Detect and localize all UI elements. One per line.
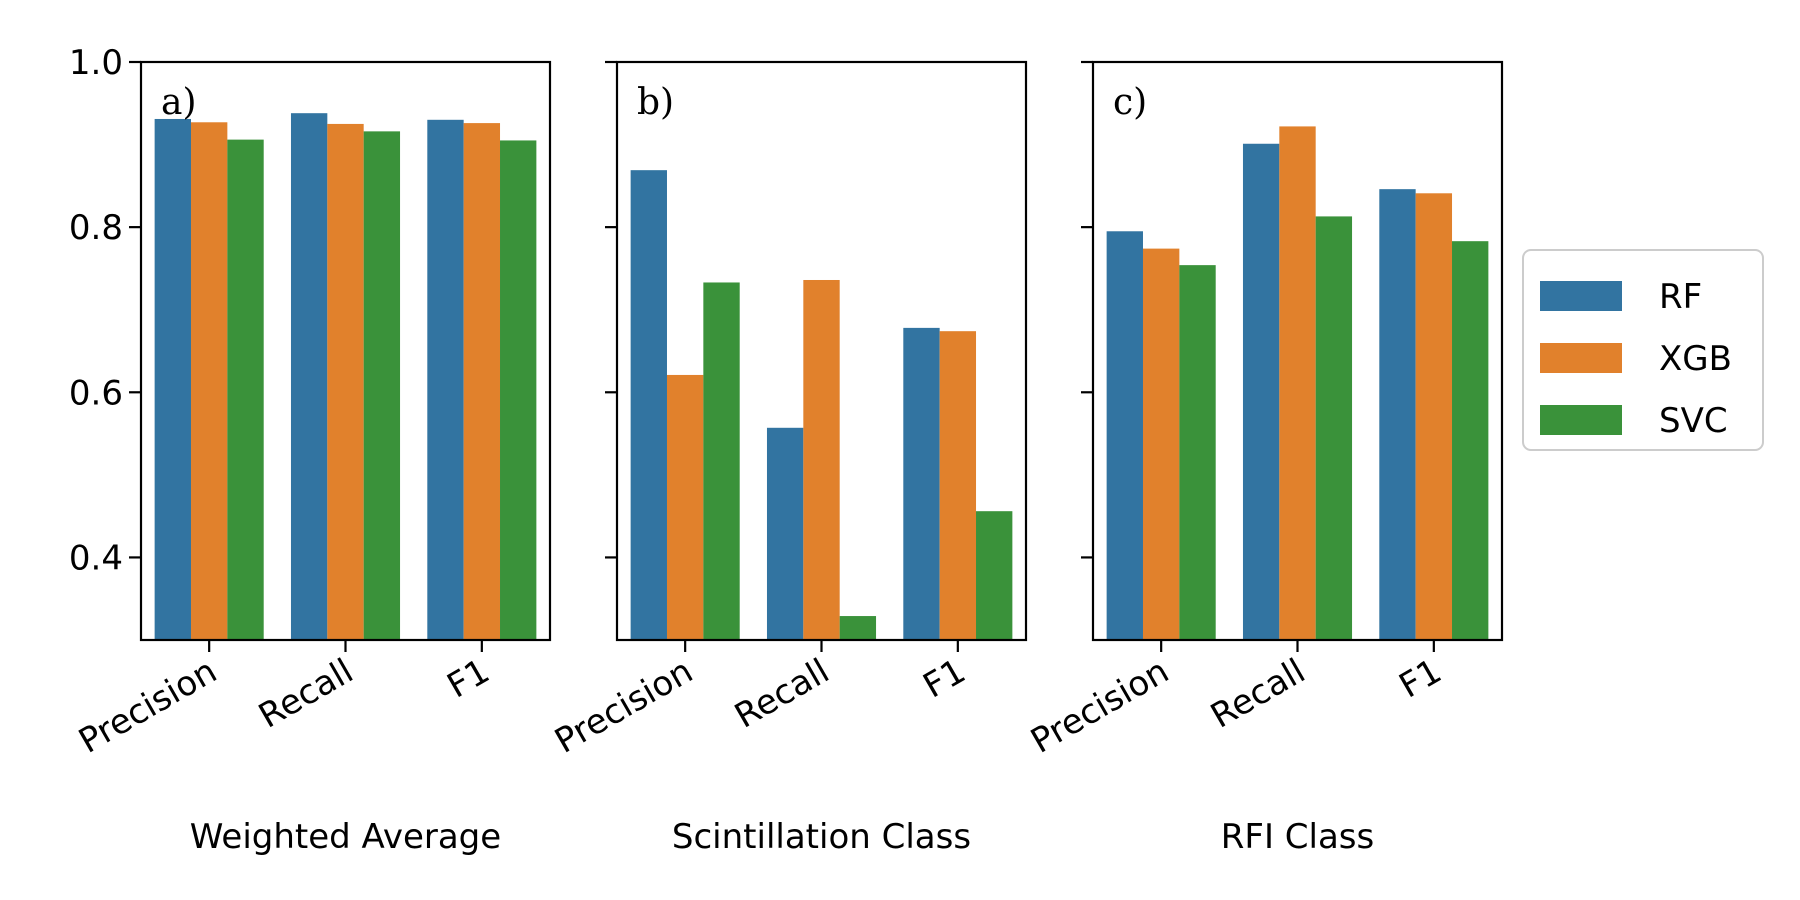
x-tick-label: Precision [548, 651, 699, 762]
bar-svc-precision [227, 139, 264, 640]
bar-rf-f1 [427, 119, 464, 641]
bar-xgb-recall [803, 279, 840, 640]
x-tick-label: F1 [1393, 651, 1449, 706]
legend-swatch-xgb [1540, 343, 1622, 373]
bar-svc-f1 [500, 140, 537, 640]
bar-rf-recall [766, 427, 804, 640]
bar-svc-f1 [976, 511, 1013, 640]
bar-xgb-f1 [463, 123, 501, 641]
bar-rf-f1 [1379, 189, 1416, 640]
x-tick-label: Recall [252, 651, 360, 736]
y-tick-label: 1.0 [69, 43, 123, 83]
legend-label-rf: RF [1659, 277, 1702, 317]
bar-xgb-recall [1279, 126, 1316, 640]
x-tick-label: Recall [728, 651, 836, 736]
panel-label: a) [161, 82, 197, 123]
bar-xgb-f1 [939, 331, 977, 640]
bar-svc-precision [703, 282, 740, 640]
bar-xgb-precision [666, 374, 704, 640]
x-tick-label: Recall [1204, 651, 1312, 736]
bar-rf-recall [1242, 143, 1280, 640]
y-tick-label: 0.8 [69, 208, 123, 248]
legend-label-svc: SVC [1659, 401, 1728, 441]
legend-swatch-rf [1540, 281, 1622, 311]
legend-swatch-svc [1540, 405, 1622, 435]
x-tick-label: F1 [441, 651, 497, 706]
bar-svc-f1 [1452, 241, 1489, 640]
x-tick-label: F1 [917, 651, 973, 706]
bar-rf-precision [1106, 231, 1143, 640]
y-tick-label: 0.6 [69, 373, 123, 413]
bar-rf-recall [290, 113, 328, 640]
bar-xgb-precision [190, 122, 228, 640]
x-axis-label: RFI Class [1221, 817, 1374, 857]
y-tick-label: 0.4 [69, 538, 123, 578]
bar-rf-precision [154, 118, 191, 641]
bar-xgb-f1 [1415, 193, 1453, 641]
bar-svc-recall [363, 131, 401, 641]
panel-label: b) [637, 82, 674, 123]
panel-label: c) [1113, 82, 1147, 123]
bar-svc-precision [1179, 265, 1216, 640]
bar-xgb-recall [327, 123, 364, 641]
bar-svc-recall [839, 616, 877, 640]
x-tick-label: Precision [72, 651, 223, 762]
x-tick-label: Precision [1024, 651, 1175, 762]
bar-rf-f1 [903, 327, 940, 640]
legend-label-xgb: XGB [1659, 339, 1732, 379]
x-axis-label: Weighted Average [190, 817, 501, 857]
bar-rf-precision [630, 170, 667, 641]
bar-svc-recall [1315, 216, 1353, 640]
x-axis-label: Scintillation Class [672, 817, 971, 857]
bar-xgb-precision [1142, 248, 1180, 641]
